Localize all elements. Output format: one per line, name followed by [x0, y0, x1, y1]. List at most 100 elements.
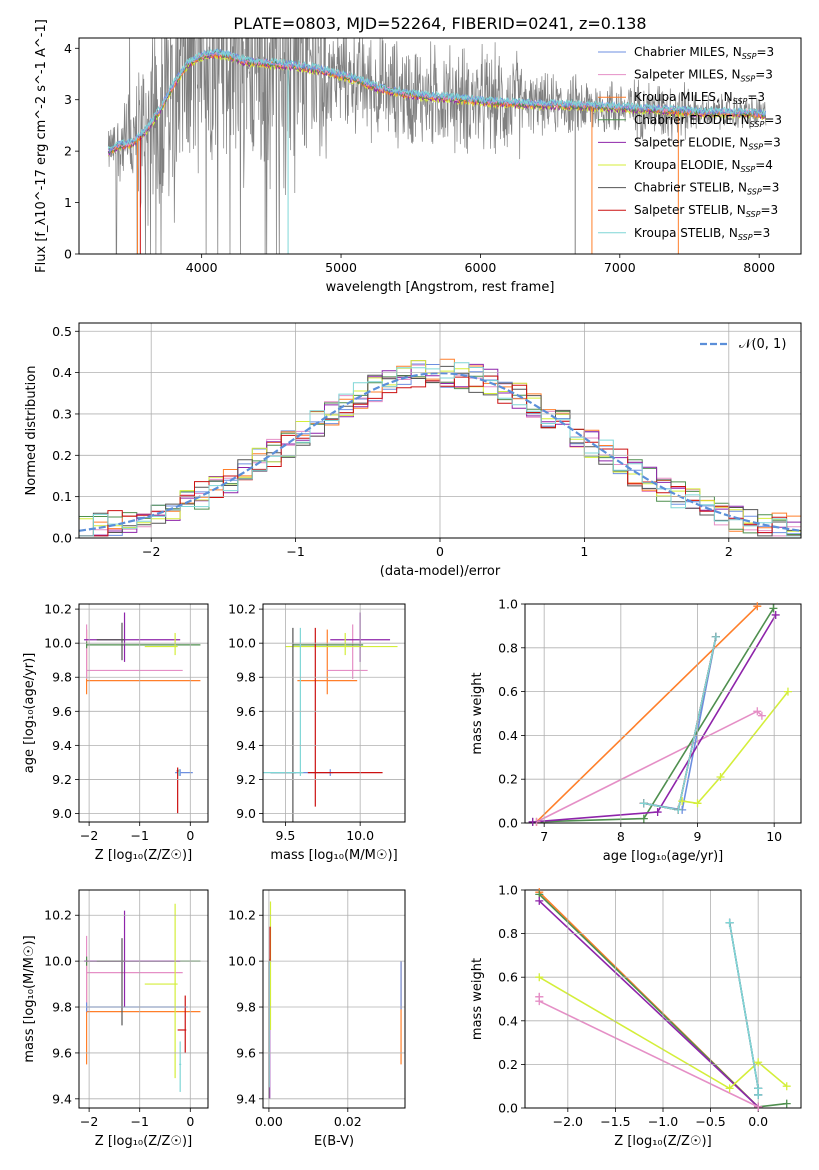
series-marker-salpeter_elodie [528, 817, 537, 826]
x-axis-label: E(B-V) [314, 1134, 354, 1149]
x-tick-label: 7 [540, 829, 548, 844]
series-marker-salpeter_miles [753, 707, 762, 716]
x-tick-label: 0.0 [748, 1114, 768, 1129]
y-tick-label: 0.5 [52, 324, 72, 339]
y-tick-label: 0.6 [498, 684, 518, 699]
plot-area [538, 891, 788, 1108]
panel-age_vs_Z: −2 −1 0 9.0 9.2 9.4 9.6 9.8 10.0 10.2 Z [log₁₀(Z/Z… [22, 602, 209, 863]
y-tick-label: 1.0 [498, 597, 518, 612]
series-marker-salpeter_miles [754, 1102, 763, 1111]
y-tick-label: 9.4 [236, 738, 256, 753]
series-marker-chabrier_elodie [769, 604, 778, 613]
series-marker-kroupa_elodie [782, 1082, 791, 1091]
y-tick-label: 9.6 [52, 704, 72, 719]
y-tick-label: 9.6 [236, 704, 256, 719]
y-tick-label: 1.0 [498, 883, 518, 898]
x-tick-label: −2 [80, 828, 98, 843]
series-line-kroupa_elodie [682, 691, 789, 805]
panel-mass_vs_Z: −2 −1 0 9.4 9.6 9.8 10.0 10.2 Z [log₁₀(Z/Z☉)] mas… [22, 889, 209, 1149]
series-marker-salpeter_miles [535, 992, 544, 1001]
panel-age_vs_mass: 9.5 10.0 9.0 9.2 9.4 9.6 9.8 10.0 10.2 mass [log₁… [228, 602, 406, 863]
series-marker-salpeter_elodie [771, 610, 780, 619]
x-axis-label: Z [log₁₀(Z/Z☉)] [95, 848, 192, 863]
x-tick-label: 1 [580, 544, 588, 559]
x-tick-label: −2 [80, 1114, 98, 1129]
y-tick-label: 9.8 [52, 1000, 72, 1015]
series-marker-kroupa_elodie [783, 687, 792, 696]
series-marker-kroupa_stelib [725, 918, 734, 927]
x-tick-label: −1 [130, 1114, 148, 1129]
x-axis-label: wavelength [Angstrom, rest frame] [326, 280, 555, 295]
x-tick-label: −0.5 [695, 1114, 725, 1129]
series-marker-kroupa_elodie [725, 1084, 734, 1093]
axes-frame [78, 322, 802, 539]
x-axis-label: Z [log₁₀(Z/Z☉)] [95, 1134, 192, 1149]
x-tick-label: 0 [186, 1114, 194, 1129]
x-tick-label: 9 [694, 829, 702, 844]
y-tick-label: 10.0 [228, 636, 256, 651]
y-tick-label: 0 [64, 247, 72, 262]
x-axis-label: (data-model)/error [380, 564, 501, 579]
x-tick-label: 10.0 [346, 828, 374, 843]
x-tick-label: 7000 [604, 260, 636, 275]
axes-frame [524, 889, 802, 1109]
series-line-kroupa_miles [535, 605, 758, 823]
y-tick-label: 10.2 [228, 602, 256, 617]
x-tick-label: −2.0 [553, 1114, 583, 1129]
series-marker-salpeter_elodie [535, 896, 544, 905]
figure-title: PLATE=0803, MJD=52264, FIBERID=0241, z=0… [233, 14, 646, 33]
series-marker-kroupa_stelib [754, 1090, 763, 1099]
y-tick-label: 9.0 [236, 806, 256, 821]
y-tick-label: 9.6 [236, 1045, 256, 1060]
y-axis-label: age [log₁₀(age/yr)] [22, 653, 37, 774]
x-tick-label: −1 [286, 544, 304, 559]
series-marker-kroupa_elodie [716, 773, 725, 782]
x-tick-label: 0.02 [334, 1114, 362, 1129]
series-marker-salpeter_miles [757, 711, 766, 720]
axes-frame [262, 603, 406, 823]
series-marker-kroupa_elodie [678, 797, 687, 806]
x-tick-label: −2 [142, 544, 160, 559]
y-tick-label: 2 [64, 144, 72, 159]
plot-area [263, 612, 398, 822]
panel-residual_histogram: −2 −1 0 1 2 0.0 0.1 0.2 0.3 0.4 0.5 (data-model)/er… [24, 322, 802, 579]
y-tick-label: 0.2 [52, 448, 72, 463]
legend-entry: Chabrier MILES, NSSP=3 [634, 45, 774, 61]
plot-area [107, 38, 767, 254]
y-tick-label: 9.8 [52, 670, 72, 685]
y-tick-label: 9.4 [52, 1091, 72, 1106]
y-tick-label: 3 [64, 92, 72, 107]
x-tick-label: 10 [766, 829, 782, 844]
y-tick-label: 10.0 [44, 954, 72, 969]
y-tick-label: 1 [64, 195, 72, 210]
y-tick-label: 0.4 [498, 1013, 518, 1028]
y-tick-label: 0.0 [498, 1101, 518, 1116]
legend-entry: Salpeter MILES, NSSP=3 [634, 68, 773, 84]
series-line-kroupa_elodie [538, 976, 788, 1090]
y-tick-label: 9.8 [236, 670, 256, 685]
series-marker-chabrier_elodie [782, 1099, 791, 1108]
x-tick-label: −1 [130, 828, 148, 843]
plot-area [84, 612, 201, 814]
series-marker-kroupa_elodie [754, 1058, 763, 1067]
legend-entry: Kroupa STELIB, NSSP=3 [634, 226, 770, 242]
y-axis-label: mass weight [470, 672, 485, 754]
series-marker-kroupa_stelib [674, 805, 683, 814]
x-axis-label: age [log₁₀(age/yr)] [603, 849, 724, 864]
panel-mass_vs_ebv: 0.00 0.02 9.4 9.6 9.8 10.0 10.2 E(B-V) [228, 889, 406, 1149]
y-tick-label: 0.2 [498, 772, 518, 787]
x-tick-label: 0 [186, 828, 194, 843]
x-tick-label: 6000 [465, 260, 497, 275]
x-tick-label: −1.0 [648, 1114, 678, 1129]
y-tick-label: 0.0 [498, 816, 518, 831]
series-marker-kroupa_elodie [693, 799, 702, 808]
legend-entry: Chabrier STELIB, NSSP=3 [634, 181, 779, 197]
series-marker-kroupa_stelib [711, 632, 720, 641]
y-tick-label: 9.8 [236, 1000, 256, 1015]
y-tick-label: 10.2 [44, 602, 72, 617]
series-marker-chabrier_elodie [639, 814, 648, 823]
y-tick-label: 9.2 [236, 772, 256, 787]
x-tick-label: 2 [725, 544, 733, 559]
x-tick-label: 8000 [743, 260, 775, 275]
series-marker-salpeter_elodie [653, 808, 662, 817]
